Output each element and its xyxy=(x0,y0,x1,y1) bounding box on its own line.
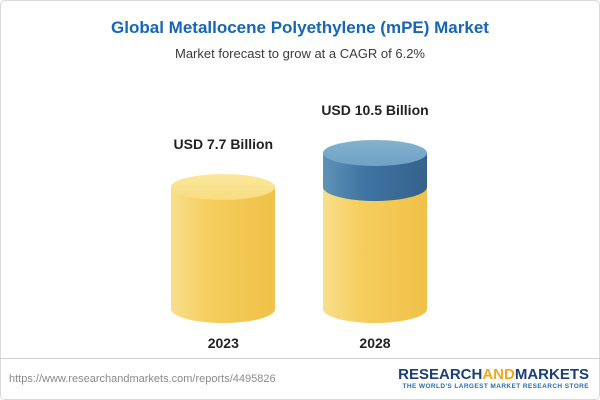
bar-group-2028: USD 10.5 Billion 2028 xyxy=(321,102,428,351)
bar-2023-cylinder xyxy=(171,174,276,323)
logo-wordmark: RESEARCHANDMARKETS xyxy=(398,365,589,383)
axis-label-2023: 2023 xyxy=(207,335,239,351)
chart-title: Global Metallocene Polyethylene (mPE) Ma… xyxy=(111,18,489,37)
bar-2028-cap xyxy=(322,140,427,166)
chart-area: USD 7.7 Billion 2023 USD 10.5 Billion 20… xyxy=(1,73,599,351)
logo-word-research: RESEARCH xyxy=(398,365,483,383)
logo-word-markets: MARKETS xyxy=(514,365,589,383)
bar-2023-cap xyxy=(171,174,276,200)
bar-2028-cylinder xyxy=(322,140,427,323)
bar-group-2023: USD 7.7 Billion 2023 xyxy=(171,136,276,351)
bar-2023-body xyxy=(171,187,276,323)
footer: https://www.researchandmarkets.com/repor… xyxy=(1,358,599,399)
bar-2028-base-segment xyxy=(322,187,427,323)
bar-value-label-2023: USD 7.7 Billion xyxy=(173,136,274,152)
research-and-markets-logo[interactable]: RESEARCHANDMARKETS THE WORLD'S LARGEST M… xyxy=(398,365,589,392)
report-url-link[interactable]: https://www.researchandmarkets.com/repor… xyxy=(9,373,276,385)
chart-header: Global Metallocene Polyethylene (mPE) Ma… xyxy=(1,1,599,61)
logo-word-and: AND xyxy=(482,365,515,383)
chart-subtitle: Market forecast to grow at a CAGR of 6.2… xyxy=(175,46,425,61)
bar-value-label-2028: USD 10.5 Billion xyxy=(321,102,429,118)
logo-tagline: THE WORLD'S LARGEST MARKET RESEARCH STOR… xyxy=(402,383,589,391)
axis-label-2028: 2028 xyxy=(359,335,391,351)
